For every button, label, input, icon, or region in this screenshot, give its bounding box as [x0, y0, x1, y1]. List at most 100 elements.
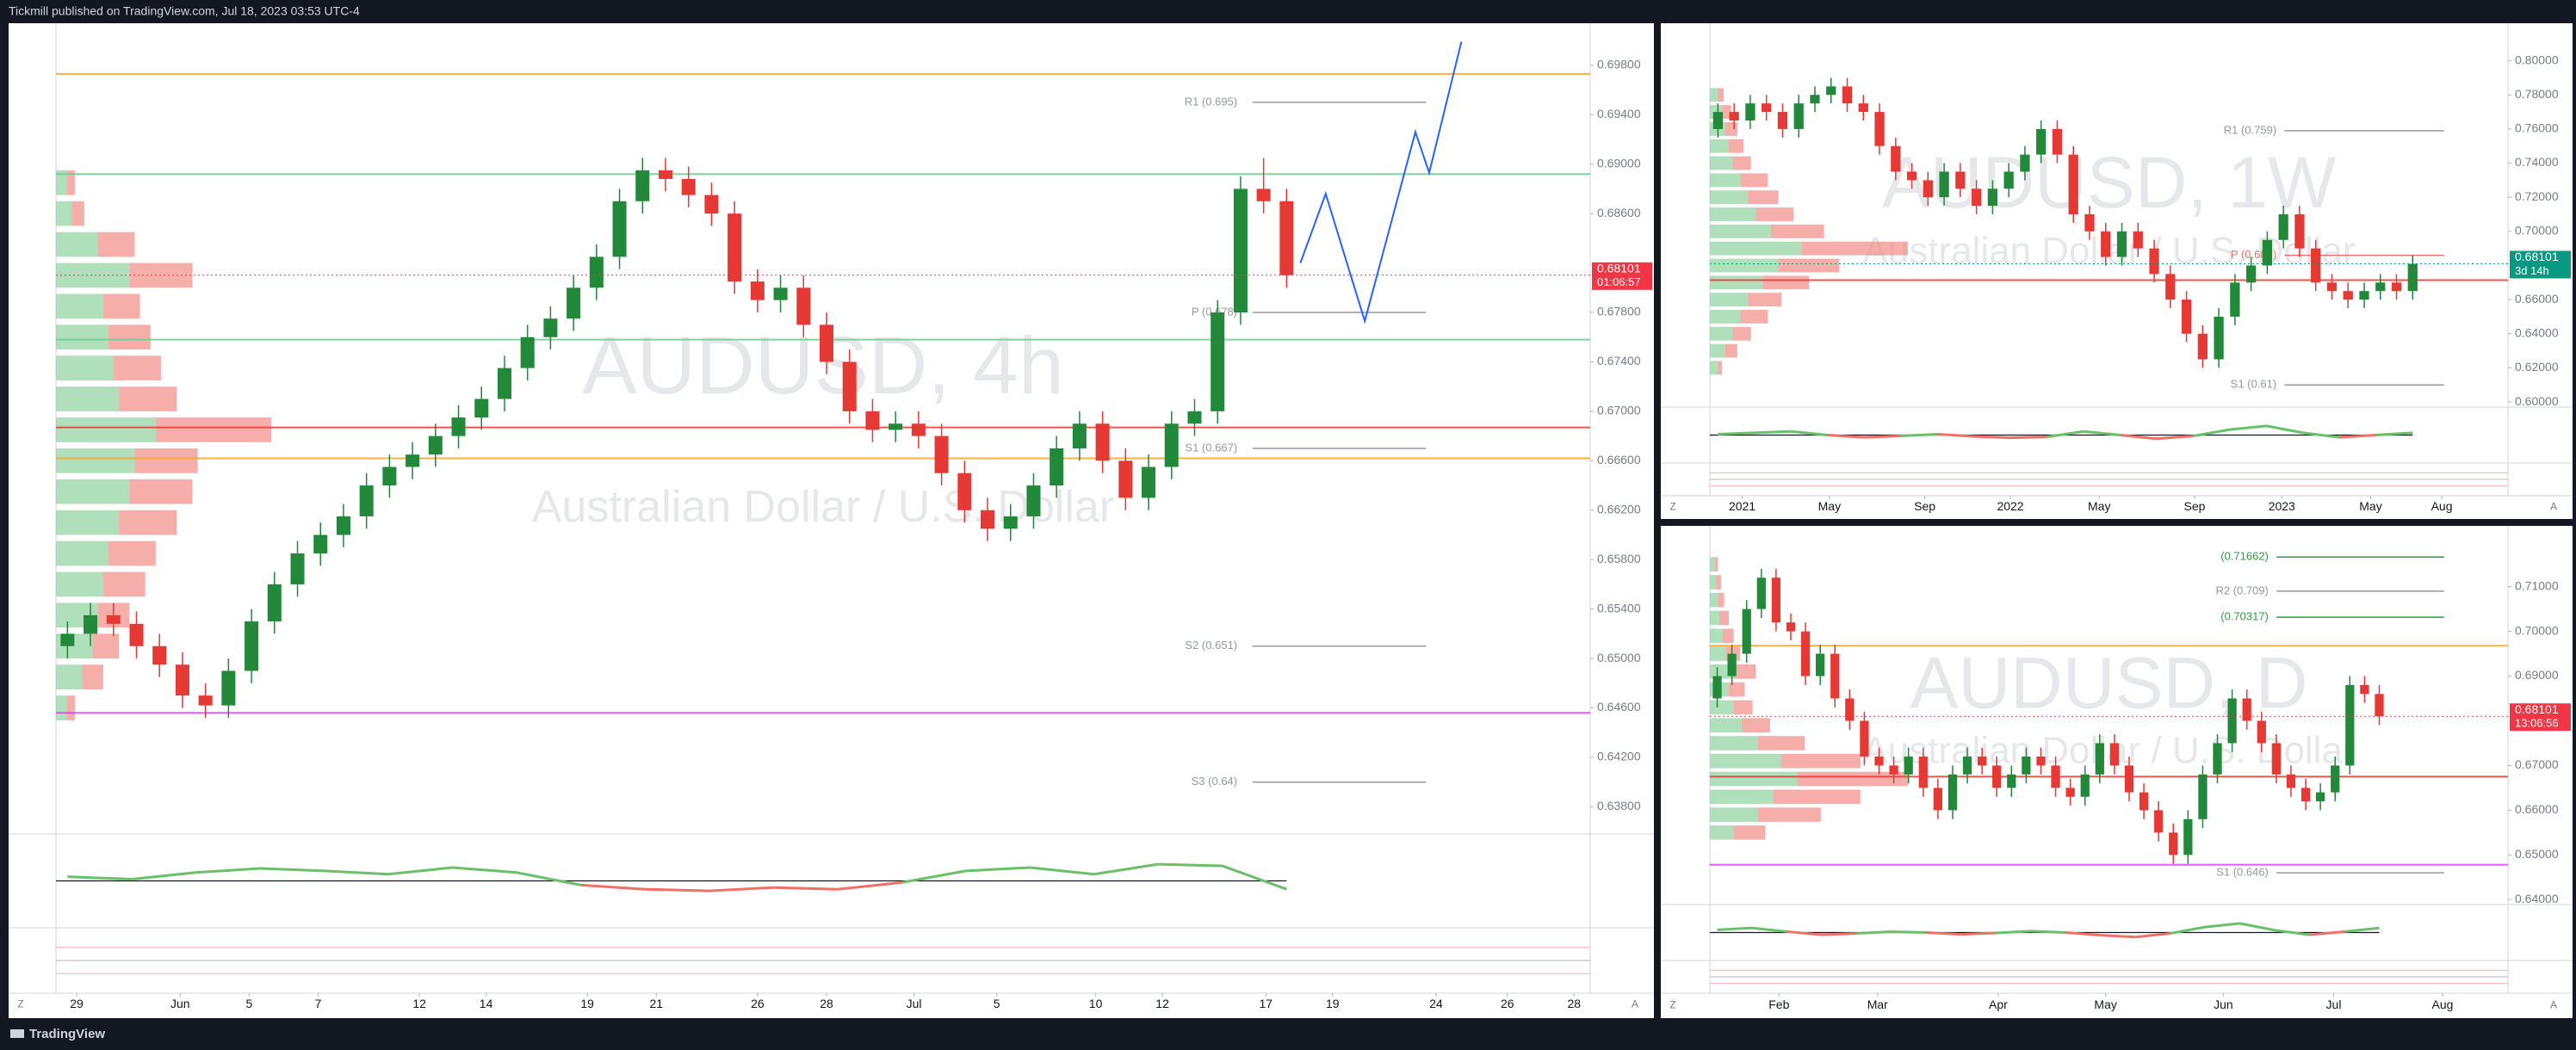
volume-profile-up: [1710, 361, 1718, 375]
candle-body: [2227, 698, 2237, 744]
volume-profile-down: [1732, 326, 1751, 341]
zoom-button[interactable]: Z: [17, 998, 23, 1010]
volume-profile-up: [56, 510, 120, 535]
x-tick-label: 29: [70, 997, 84, 1010]
oscillator-segment: [1960, 931, 1997, 936]
x-tick-label: 28: [820, 997, 833, 1010]
oscillator-segment: [1900, 432, 1938, 438]
volume-profile-down: [1756, 207, 1794, 221]
x-tick-label: Jun: [2214, 998, 2233, 1011]
volume-profile-up: [56, 417, 156, 442]
candle-body: [589, 256, 604, 288]
oscillator-segment: [1754, 429, 1792, 435]
auto-button[interactable]: A: [1632, 998, 1638, 1010]
volume-profile-up: [1710, 224, 1771, 238]
candle-body: [106, 615, 121, 624]
oscillator-segment: [259, 867, 325, 873]
volume-profile-down: [108, 324, 151, 350]
volume-profile-down: [97, 232, 135, 257]
candle-body: [2181, 300, 2192, 334]
oscillator-segment: [1937, 432, 1974, 438]
candle-body: [2375, 694, 2384, 717]
watermark: AUDUSD, D: [1910, 642, 2307, 723]
candle-body: [704, 195, 719, 214]
oscillator-segment: [2156, 435, 2194, 441]
y-tick-label: 0.67000: [1597, 404, 1641, 417]
x-tick-label: Jun: [170, 997, 190, 1010]
oscillator-segment: [2170, 925, 2206, 936]
pivot-label: S3 (0.64): [1192, 775, 1237, 788]
x-tick-label: 19: [1326, 997, 1340, 1010]
candle-body: [1095, 423, 1110, 461]
candle-body: [1977, 757, 1987, 766]
x-tick-label: 21: [650, 997, 664, 1010]
volume-profile-down: [1717, 88, 1724, 102]
x-tick-label: 5: [246, 997, 253, 1010]
volume-profile-down: [1733, 700, 1753, 715]
zoom-button[interactable]: Z: [1669, 999, 1675, 1011]
oscillator-segment: [2047, 429, 2084, 439]
x-tick-label: 19: [580, 997, 594, 1010]
y-tick-label: 0.67000: [2515, 757, 2559, 771]
volume-profile-up: [56, 170, 67, 195]
oscillator-segment: [2100, 934, 2136, 939]
x-tick-label: 26: [751, 997, 765, 1010]
volume-profile-down: [1757, 807, 1821, 822]
y-tick-label: 0.64000: [2515, 892, 2559, 905]
oscillator-segment: [580, 883, 646, 891]
candle-body: [2065, 788, 2075, 797]
candle-body: [911, 423, 926, 436]
auto-button[interactable]: A: [2550, 999, 2557, 1011]
pivot-label: S1 (0.646): [2216, 866, 2269, 879]
oscillator-segment: [2375, 431, 2413, 436]
oscillator-segment: [1718, 431, 1755, 435]
price-tag-value: 0.68101: [2515, 250, 2559, 263]
y-tick-label: 0.65000: [1597, 651, 1641, 664]
zoom-button[interactable]: Z: [1669, 501, 1675, 513]
volume-profile-down: [155, 417, 271, 442]
candle-body: [290, 553, 305, 584]
volume-profile-up: [1710, 628, 1723, 644]
volume-profile-down: [1714, 557, 1718, 571]
oscillator-segment: [2229, 424, 2267, 431]
volume-profile-up: [1710, 156, 1733, 170]
oscillator-segment: [1821, 932, 1857, 936]
candle-body: [1777, 112, 1788, 129]
candle-body: [359, 485, 374, 516]
x-tick-label: Sep: [1914, 499, 1935, 513]
volume-profile-up: [56, 201, 72, 226]
candle-body: [2391, 282, 2402, 292]
x-tick-label: 5: [994, 997, 1000, 1010]
volume-profile-down: [102, 293, 140, 319]
candle-body: [2101, 231, 2111, 257]
x-tick-label: May: [1818, 499, 1841, 513]
y-tick-label: 0.64000: [2515, 325, 2559, 339]
candle-body: [1923, 180, 1933, 198]
candle-body: [865, 411, 880, 430]
volume-profile-up: [56, 293, 103, 319]
candle-body: [313, 534, 328, 554]
volume-profile-down: [119, 386, 177, 411]
candle-body: [1756, 578, 1766, 609]
oscillator-segment: [901, 869, 966, 884]
volume-profile-down: [1718, 592, 1725, 608]
candle-body: [221, 670, 236, 706]
y-tick-label: 0.80000: [2515, 52, 2559, 66]
oscillator-segment: [1864, 435, 1901, 439]
candle-body: [2169, 832, 2178, 855]
x-tick-label: 10: [1089, 997, 1103, 1010]
pivot-label: R1 (0.759): [2224, 123, 2276, 136]
volume-profile-up: [1710, 575, 1717, 590]
x-tick-label: Aug: [2431, 998, 2453, 1011]
candle-body: [750, 281, 765, 300]
auto-button[interactable]: A: [2550, 501, 2557, 513]
candle-body: [1987, 188, 1998, 207]
volume-profile-up: [1710, 700, 1734, 715]
volume-profile-up: [1710, 610, 1720, 626]
brand: TradingView: [29, 1027, 105, 1041]
y-tick-label: 0.66200: [1597, 502, 1641, 516]
oscillator-segment: [965, 866, 1031, 873]
candle-body: [1800, 631, 1811, 676]
volume-profile-up: [56, 324, 108, 350]
